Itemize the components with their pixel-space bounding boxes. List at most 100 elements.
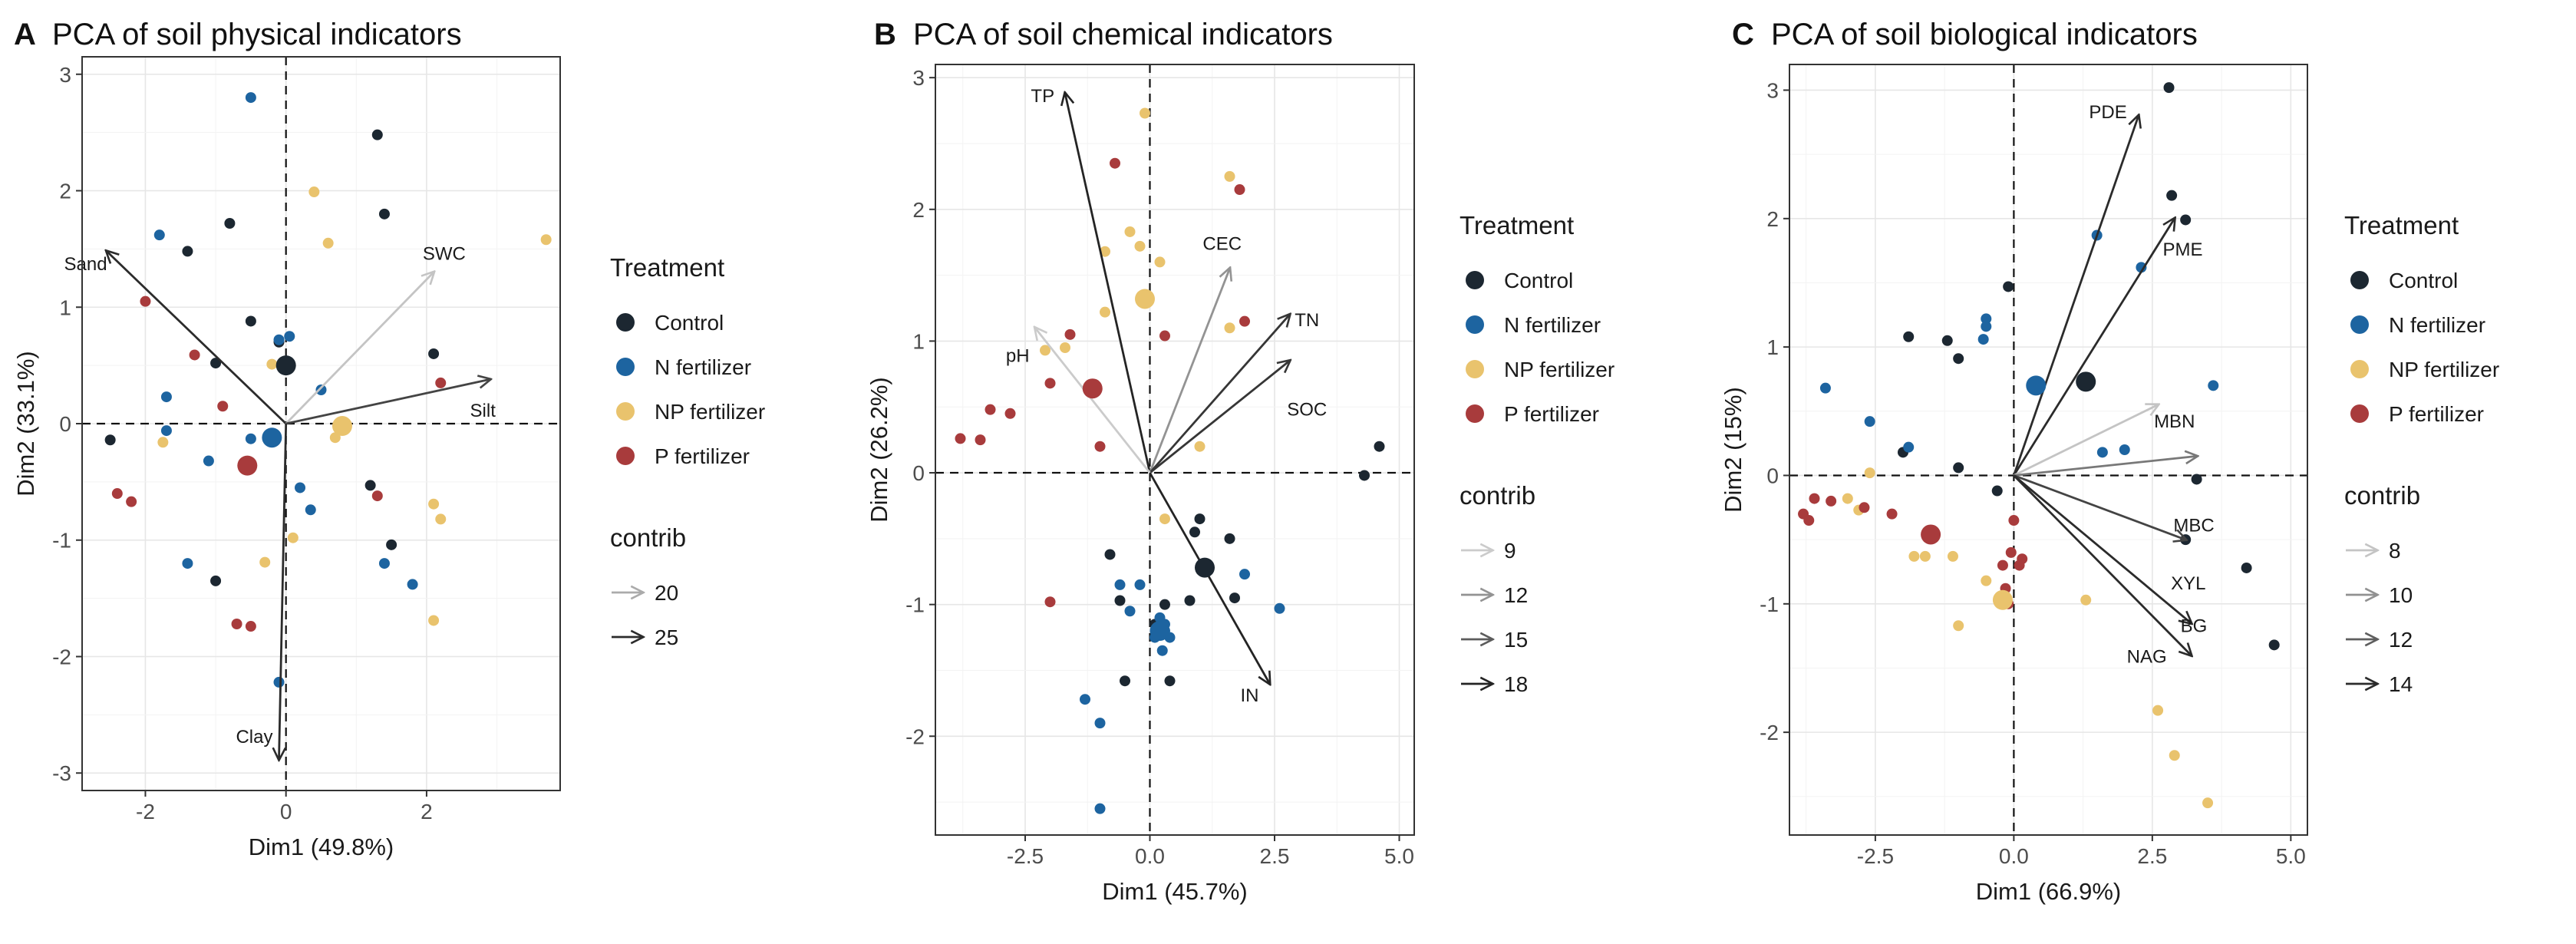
data-point	[1864, 467, 1875, 479]
plot-background	[935, 64, 1414, 835]
legend-item-label: Control	[2389, 269, 2458, 292]
y-tick-label: 2	[912, 198, 925, 222]
data-point	[160, 391, 172, 403]
data-point	[435, 377, 447, 388]
grid	[935, 64, 1414, 835]
vector-cec	[1149, 269, 1230, 474]
data-point	[182, 558, 193, 569]
legend-key-dot	[2350, 360, 2369, 378]
data-point	[2202, 797, 2214, 809]
y-axis-label: Dim2 (15%)	[1720, 387, 1746, 513]
panel-letter: B	[874, 18, 896, 51]
plot-frame	[935, 64, 1415, 836]
data-point	[295, 482, 306, 493]
data-point	[1908, 550, 1920, 562]
data-point	[1981, 575, 1992, 586]
centroid-point	[1149, 620, 1170, 641]
centroid-point	[2026, 375, 2047, 396]
legend-contrib-label: 15	[1504, 628, 1528, 652]
data-point	[1194, 513, 1206, 525]
y-tick-label: -1	[52, 529, 71, 553]
y-tick-label: 3	[1766, 78, 1779, 102]
data-point	[104, 434, 116, 446]
vector-label-tn: TN	[1295, 310, 1319, 331]
y-tick-label: 0	[1766, 464, 1779, 487]
vector-bg	[2013, 474, 2191, 622]
plot-frame	[1789, 64, 2308, 836]
vector-label-cec: CEC	[1202, 233, 1242, 254]
data-point	[287, 532, 298, 543]
centroid-point	[331, 416, 352, 437]
data-point	[1953, 462, 1964, 474]
legend-key-dot	[2350, 404, 2369, 423]
data-point	[1159, 599, 1170, 610]
legend-treatment-title: Treatment	[1460, 211, 1574, 239]
data-point	[435, 513, 447, 525]
data-point	[1239, 569, 1250, 580]
data-point	[111, 488, 123, 500]
centroid-point	[2076, 371, 2096, 392]
y-tick-label: 3	[59, 63, 71, 87]
data-point	[1981, 313, 1992, 325]
vector-clay	[279, 423, 288, 759]
data-point	[259, 556, 271, 568]
data-point	[1134, 240, 1146, 252]
legend-key-dot	[616, 402, 635, 421]
legend-treatment-title: Treatment	[2344, 211, 2459, 239]
data-point	[245, 433, 256, 444]
data-point	[1004, 408, 1016, 419]
y-tick-label: 2	[1766, 207, 1779, 231]
loading-vectors: Sand SWC Silt Clay	[64, 243, 496, 759]
data-point	[189, 349, 200, 361]
vector-tp	[1065, 94, 1151, 474]
data-point	[1154, 256, 1166, 268]
data-point	[2241, 562, 2252, 573]
data-point	[2180, 214, 2192, 226]
centroid-point	[1195, 557, 1215, 578]
data-point	[1194, 441, 1206, 452]
data-point	[2152, 705, 2164, 716]
data-point	[266, 358, 278, 370]
data-point	[1809, 493, 1820, 504]
vector-in	[1149, 472, 1270, 684]
legend-key-dot	[616, 447, 635, 465]
legend-item-label: P fertilizer	[1504, 402, 1599, 426]
legend-key-dot	[1466, 271, 1484, 289]
vector-label-tp: TP	[1031, 86, 1054, 107]
vector-label-pde: PDE	[2089, 102, 2126, 123]
panel-title: PCA of soil physical indicators	[52, 18, 462, 51]
data-point	[2014, 559, 2025, 571]
data-point	[1234, 184, 1245, 196]
data-point	[1110, 157, 1120, 169]
vector-label-pme: PME	[2163, 239, 2203, 260]
x-tick-label: 0	[280, 800, 292, 824]
data-point	[210, 575, 222, 586]
data-point	[1044, 596, 1056, 608]
data-point	[273, 334, 285, 345]
data-point	[157, 437, 169, 448]
data-point	[2169, 750, 2180, 761]
axis-ticks: -2 0 2 -3 -2 -1 0 1 2 3	[52, 63, 433, 824]
y-tick-label: -2	[1760, 721, 1779, 744]
data-point	[1124, 606, 1136, 617]
panel-title: PCA of soil chemical indicators	[913, 18, 1333, 51]
vector-swc	[285, 272, 434, 424]
vector-label-bg: BG	[2181, 616, 2208, 636]
vector-silt	[285, 379, 490, 425]
centroids	[1921, 371, 2096, 610]
data-point	[2008, 515, 2020, 526]
y-tick-label: -1	[905, 593, 925, 617]
data-point	[153, 229, 165, 241]
data-point	[407, 579, 418, 590]
centroid-point	[275, 355, 296, 376]
vector-tn	[1149, 315, 1290, 474]
vector-label-swc: SWC	[423, 243, 466, 264]
legend-contrib-label: 18	[1504, 672, 1528, 696]
data-point	[2136, 262, 2147, 273]
data-point	[1159, 513, 1170, 525]
data-point	[1104, 549, 1116, 560]
data-point	[955, 433, 966, 444]
legend-item-label: NP fertilizer	[655, 400, 765, 424]
data-point	[140, 295, 151, 307]
data-point	[1164, 675, 1176, 687]
